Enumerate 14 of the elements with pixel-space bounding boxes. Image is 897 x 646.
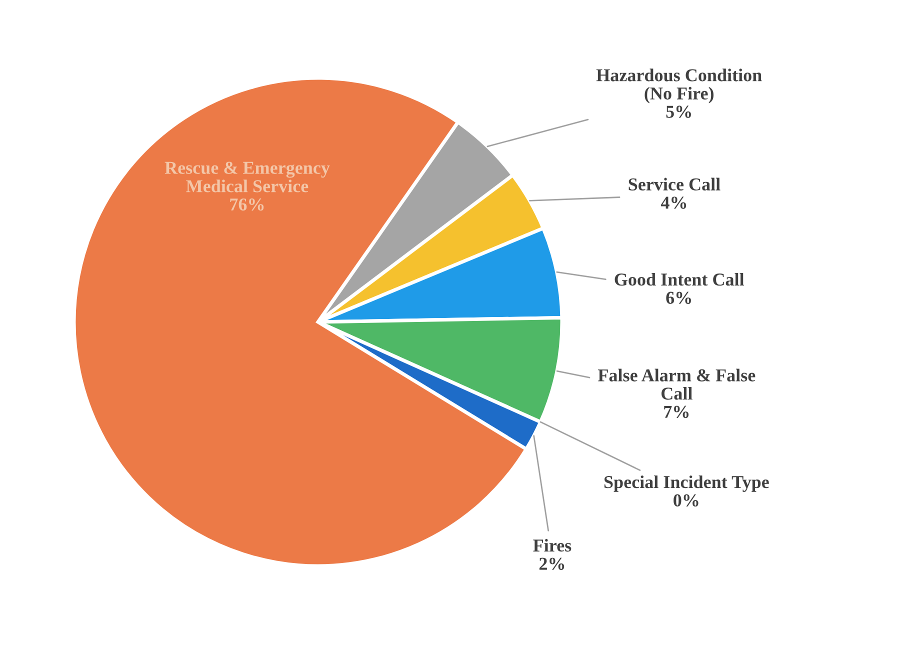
- data-label: 5%: [666, 106, 691, 118]
- slice-label: Fires: [533, 538, 572, 552]
- data-label: 2%: [539, 558, 564, 570]
- slice-label: Good Intent Call: [614, 272, 744, 286]
- slice-label: False Alarm & False Call: [598, 368, 756, 400]
- data-label: 4%: [660, 196, 686, 209]
- data-label: 76%: [230, 198, 264, 211]
- slice-label: Hazardous Condition (No Fire): [596, 68, 762, 104]
- slice-label: Service Call: [628, 178, 720, 191]
- data-label: 7%: [664, 406, 689, 418]
- data-label: 6%: [666, 292, 691, 304]
- text: 0%: [674, 494, 698, 507]
- category-label: Special Incident Type: [604, 475, 769, 492]
- slice-label: Rescue & Emergency Medical Service: [164, 162, 330, 192]
